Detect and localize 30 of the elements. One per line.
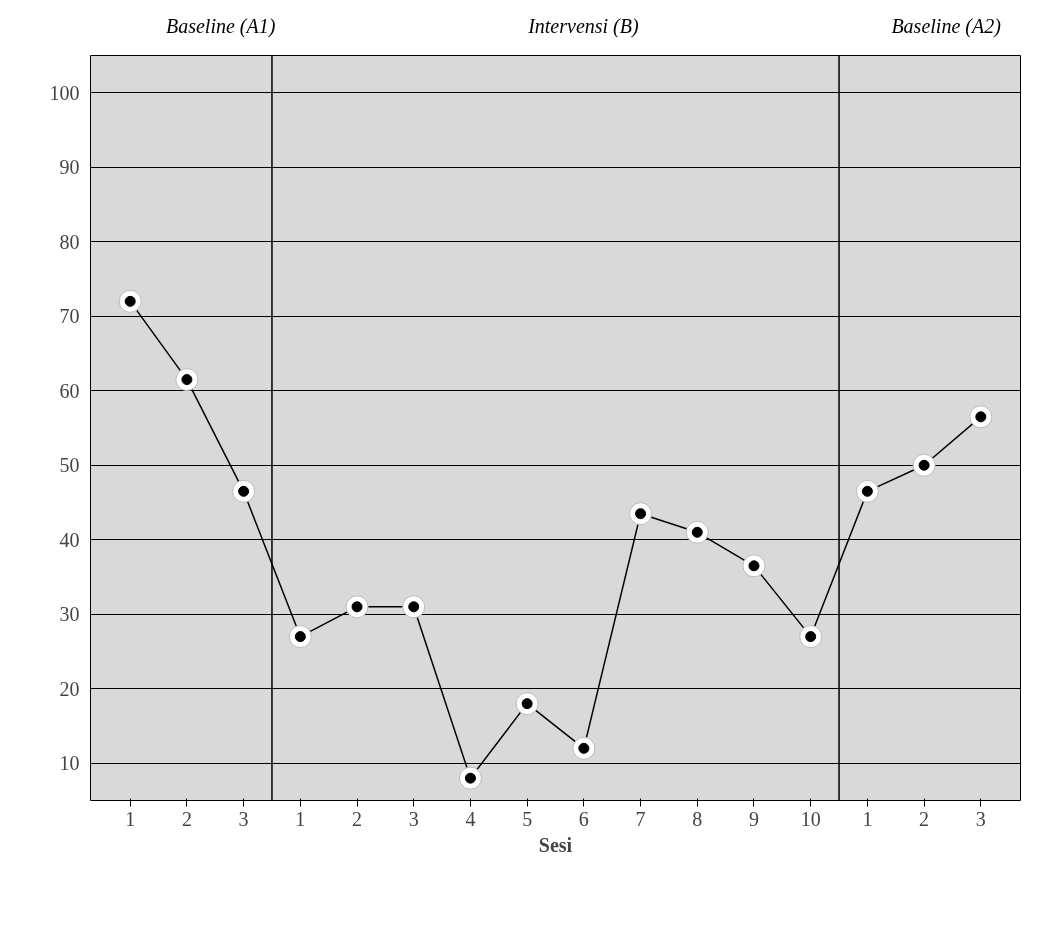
y-tick-label: 70 <box>59 305 80 328</box>
x-tick-label: 5 <box>522 807 533 830</box>
y-tick-label: 90 <box>59 156 80 179</box>
x-tick-label: 8 <box>692 807 703 830</box>
text: Intervensi (B) <box>527 14 639 38</box>
y-tick-label: 40 <box>59 528 80 551</box>
x-tick-label: 1 <box>862 807 873 830</box>
y-tick-label: 80 <box>59 230 80 253</box>
y-tick-label: 60 <box>59 379 80 402</box>
x-tick-label: 7 <box>635 807 646 830</box>
x-tick-label: 3 <box>408 807 419 830</box>
y-tick-label: 10 <box>59 752 80 775</box>
x-tick-label: 6 <box>578 807 589 830</box>
y-tick-label: 30 <box>59 603 80 626</box>
x-tick-label: 10 <box>800 807 821 830</box>
x-tick-label: 2 <box>919 807 930 830</box>
x-tick-label: 1 <box>295 807 306 830</box>
y-tick-label: 100 <box>49 81 80 104</box>
y-tick-label: 50 <box>59 454 80 477</box>
text: Baseline (A2) <box>891 14 1002 38</box>
x-tick-label: 1 <box>125 807 136 830</box>
y-tick-label: 20 <box>59 677 80 700</box>
x-axis-title: Sesi <box>538 833 573 856</box>
x-tick-label: 9 <box>748 807 759 830</box>
x-tick-label: 4 <box>465 807 476 830</box>
x-tick-label: 2 <box>352 807 363 830</box>
x-tick-label: 3 <box>238 807 249 830</box>
text: Baseline (A1) <box>166 14 276 38</box>
x-tick-label: 2 <box>181 807 192 830</box>
x-tick-label: 3 <box>975 807 986 830</box>
